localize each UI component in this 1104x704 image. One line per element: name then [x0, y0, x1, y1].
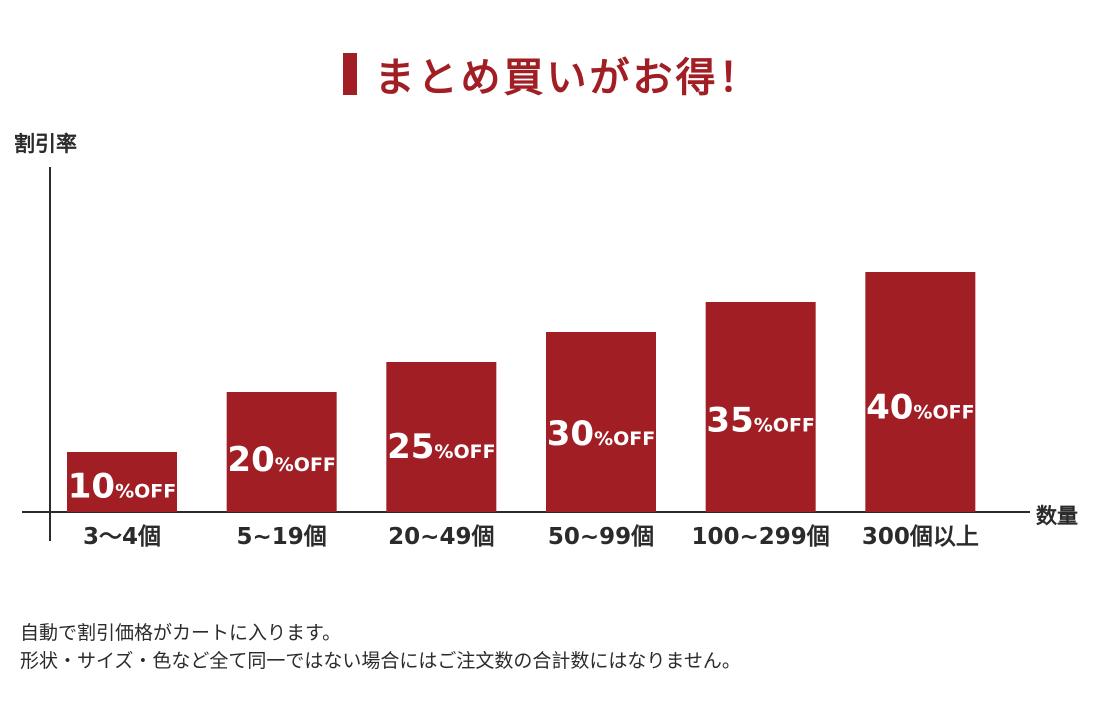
data-label-suffix: %OFF [115, 481, 176, 503]
data-label-suffix: %OFF [913, 401, 974, 423]
x-tick-label-5: 100~299個 [692, 524, 830, 550]
data-label-number: 10 [68, 467, 115, 507]
bar-5 [705, 302, 816, 512]
y-axis-label: 割引率 [14, 132, 77, 156]
data-label-5: 35%OFF [706, 401, 814, 441]
data-label-suffix: %OFF [275, 454, 336, 476]
data-label-number: 40 [866, 387, 913, 427]
title-marker [342, 53, 357, 95]
data-label-suffix: %OFF [434, 441, 495, 463]
data-label-6: 40%OFF [866, 387, 974, 427]
chart-title: まとめ買いがお得！ [0, 44, 1104, 104]
bar-2 [226, 392, 337, 512]
data-label-suffix: %OFF [594, 428, 655, 450]
data-label-2: 20%OFF [227, 440, 335, 480]
data-label-suffix: %OFF [754, 415, 815, 437]
x-tick-label-4: 50~99個 [548, 524, 654, 550]
data-label-3: 25%OFF [387, 427, 495, 467]
x-tick-label-1: 3〜4個 [83, 524, 161, 550]
data-label-number: 25 [387, 427, 434, 467]
data-label-number: 30 [547, 414, 594, 454]
x-tick-label-2: 5~19個 [237, 524, 327, 550]
x-tick-label-3: 20~49個 [388, 524, 494, 550]
bar-chart: 10%OFF3〜4個20%OFF5~19個25%OFF20~49個30%OFF5… [22, 167, 1030, 550]
chart-title-text: まとめ買いがお得！ [374, 55, 762, 101]
footnote-auto-discount: 自動で割引価格がカートに入ります。 [20, 622, 342, 644]
data-label-number: 35 [706, 401, 753, 441]
bar-6 [865, 272, 976, 512]
bar-3 [386, 362, 497, 512]
data-label-number: 20 [227, 440, 274, 480]
x-tick-label-6: 300個以上 [862, 524, 979, 550]
footnote-combination-rule: 形状・サイズ・色など全て同一ではない場合にはご注文数の合計数にはなりません。 [20, 650, 741, 672]
data-label-4: 30%OFF [547, 414, 655, 454]
bar-4 [546, 332, 656, 512]
x-axis-label: 数量 [1036, 504, 1078, 528]
bar-1 [67, 452, 177, 512]
data-label-1: 10%OFF [68, 467, 176, 507]
